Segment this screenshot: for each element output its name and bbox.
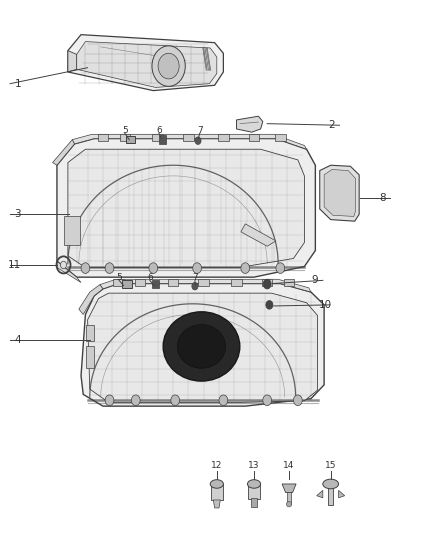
- Circle shape: [263, 279, 271, 289]
- Text: 5: 5: [116, 273, 122, 282]
- Bar: [98, 134, 108, 141]
- Bar: [152, 134, 163, 141]
- Polygon shape: [324, 169, 356, 216]
- Bar: [231, 279, 242, 286]
- Circle shape: [241, 263, 250, 273]
- Circle shape: [192, 282, 198, 290]
- Bar: [328, 483, 333, 505]
- Polygon shape: [77, 42, 217, 87]
- Polygon shape: [339, 490, 345, 498]
- Circle shape: [293, 395, 302, 406]
- Circle shape: [266, 301, 273, 309]
- Circle shape: [81, 263, 90, 273]
- Text: 7: 7: [192, 273, 198, 282]
- Polygon shape: [57, 139, 315, 277]
- Text: 14: 14: [283, 462, 295, 470]
- Text: 13: 13: [248, 462, 260, 470]
- Text: 10: 10: [319, 300, 332, 310]
- Circle shape: [171, 395, 180, 406]
- Bar: [211, 484, 223, 500]
- Circle shape: [195, 137, 201, 144]
- Text: 4: 4: [14, 335, 21, 344]
- Polygon shape: [88, 293, 318, 402]
- Text: 8: 8: [379, 193, 385, 203]
- Ellipse shape: [163, 312, 240, 381]
- Bar: [183, 134, 194, 141]
- Polygon shape: [79, 285, 103, 314]
- Polygon shape: [282, 484, 296, 492]
- Polygon shape: [68, 35, 223, 91]
- Circle shape: [263, 395, 272, 406]
- Text: 9: 9: [312, 276, 318, 285]
- Bar: [251, 498, 257, 507]
- Bar: [275, 134, 286, 141]
- Polygon shape: [68, 149, 304, 268]
- Ellipse shape: [323, 479, 339, 489]
- Polygon shape: [72, 134, 307, 149]
- Bar: [168, 279, 178, 286]
- Text: 11: 11: [8, 260, 21, 270]
- Bar: [86, 325, 94, 341]
- Bar: [249, 134, 259, 141]
- Circle shape: [60, 261, 67, 269]
- Bar: [126, 136, 135, 143]
- Polygon shape: [213, 500, 220, 508]
- Circle shape: [276, 263, 285, 273]
- Polygon shape: [68, 51, 77, 72]
- Polygon shape: [81, 284, 324, 406]
- Bar: [120, 134, 130, 141]
- Bar: [248, 483, 260, 499]
- Ellipse shape: [210, 480, 223, 488]
- Text: 2: 2: [328, 120, 335, 130]
- Bar: [122, 280, 132, 288]
- Bar: [135, 279, 145, 286]
- Text: 7: 7: [197, 126, 203, 134]
- Text: 3: 3: [14, 209, 21, 219]
- Bar: [159, 135, 166, 144]
- Text: 6: 6: [147, 273, 153, 282]
- Circle shape: [158, 53, 179, 79]
- Polygon shape: [320, 165, 359, 221]
- Bar: [218, 134, 229, 141]
- Text: 15: 15: [325, 462, 336, 470]
- Bar: [113, 279, 124, 286]
- Ellipse shape: [247, 480, 261, 488]
- Polygon shape: [57, 261, 81, 282]
- Polygon shape: [241, 224, 276, 246]
- Polygon shape: [53, 140, 74, 165]
- Circle shape: [105, 263, 114, 273]
- Polygon shape: [237, 116, 263, 132]
- Circle shape: [219, 395, 228, 406]
- Ellipse shape: [177, 325, 226, 368]
- Bar: [86, 346, 94, 368]
- Polygon shape: [317, 490, 323, 498]
- Text: 5: 5: [122, 126, 128, 134]
- Circle shape: [105, 395, 114, 406]
- Circle shape: [131, 395, 140, 406]
- Circle shape: [193, 263, 201, 273]
- Ellipse shape: [286, 502, 292, 507]
- Bar: [198, 279, 209, 286]
- Bar: [64, 216, 80, 245]
- Text: 12: 12: [211, 462, 223, 470]
- Text: 1: 1: [14, 79, 21, 88]
- Circle shape: [149, 263, 158, 273]
- Circle shape: [152, 46, 185, 86]
- Bar: [287, 491, 291, 504]
- Text: 6: 6: [156, 126, 162, 134]
- Bar: [152, 280, 159, 288]
- Bar: [284, 279, 294, 286]
- Bar: [262, 279, 272, 286]
- Polygon shape: [100, 279, 311, 292]
